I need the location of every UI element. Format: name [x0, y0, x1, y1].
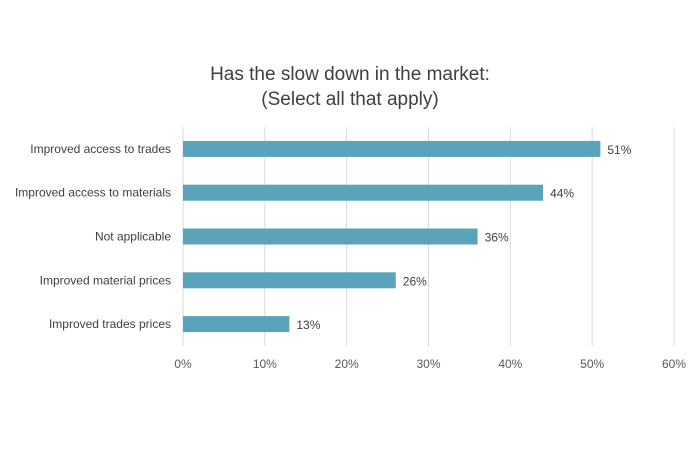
data-labels: 51% 44% 36% 26% 13% [296, 143, 631, 332]
data-label: 51% [607, 143, 631, 157]
category-label: Improved access to trades [30, 142, 171, 156]
category-labels: Improved access to trades Improved access… [15, 142, 171, 331]
x-tick-label: 40% [498, 357, 522, 371]
data-label: 36% [485, 231, 509, 245]
x-axis-tick-labels: 0% 10% 20% 30% 40% 50% 60% [174, 357, 686, 371]
x-tick-label: 0% [174, 357, 192, 371]
x-tick-label: 10% [253, 357, 277, 371]
x-tick-label: 60% [662, 357, 686, 371]
bar [183, 140, 601, 157]
bar [183, 316, 290, 333]
category-label: Improved trades prices [49, 317, 171, 331]
grid-lines [182, 127, 675, 346]
bar [183, 228, 478, 245]
chart-title-line-1: Has the slow down in the market: [210, 64, 490, 85]
bars [183, 140, 601, 333]
category-label: Improved material prices [40, 273, 171, 287]
chart-title-line-2: (Select all that apply) [261, 89, 439, 110]
data-label: 13% [296, 318, 320, 332]
data-label: 44% [550, 187, 574, 201]
category-label: Not applicable [95, 230, 171, 244]
x-tick-label: 50% [580, 357, 604, 371]
bar [183, 272, 396, 289]
x-tick-label: 20% [335, 357, 359, 371]
bar [183, 184, 544, 201]
chart-title: Has the slow down in the market: (Select… [0, 62, 700, 112]
category-label: Improved access to materials [15, 186, 171, 200]
data-label: 26% [403, 274, 427, 288]
x-tick-label: 30% [416, 357, 440, 371]
